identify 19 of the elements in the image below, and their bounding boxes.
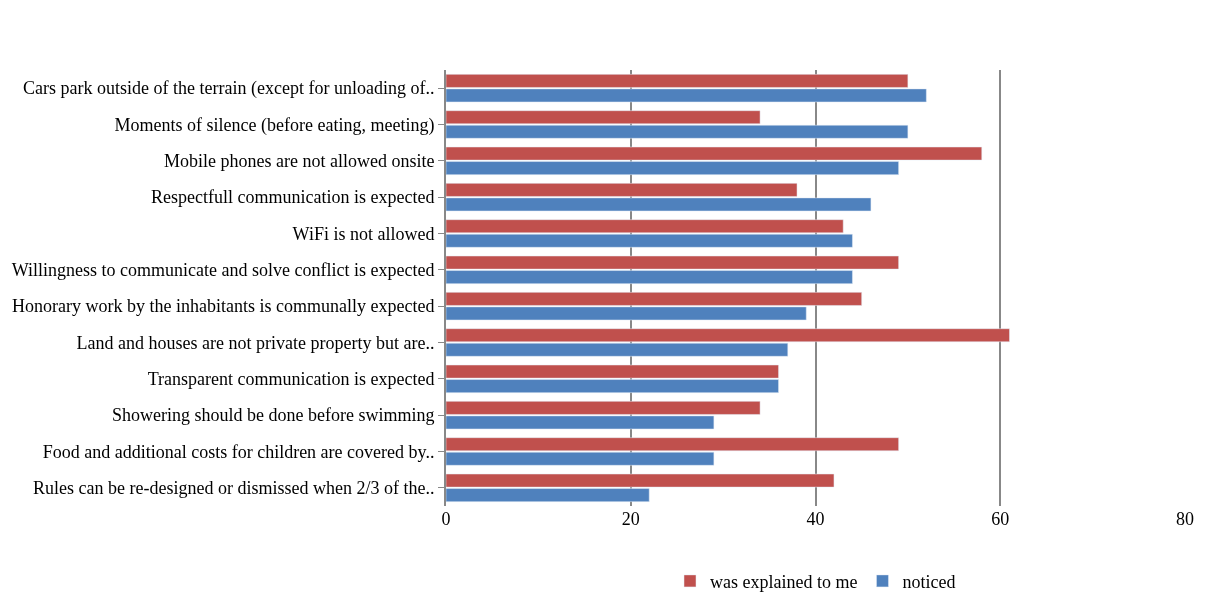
x-tick-label: 20 [621,509,640,529]
legend-label: noticed [902,571,956,592]
y-tick-label: Food and additional costs for children are covered by.. [42,441,435,462]
y-tick-label: Respectfull communication is expected [150,187,435,208]
y-tick-label: Showering should be done before swimming [111,405,435,426]
y-tick-label: Honorary work by the inhabitants is communally expected [11,296,435,317]
y-tick-label: Rules can be re-designed or dismissed when 2/3 of the.. [32,478,435,499]
y-tick-label: WiFi is not allowed [292,223,435,244]
y-tick-label: Willingness to communicate and solve conflict is expected [11,260,435,281]
y-tick-label: Land and houses are not private property but are.. [76,332,435,353]
y-tick-label: Mobile phones are not allowed onsite [163,151,435,172]
y-tick-label: Transparent communication is expected [147,369,435,390]
y-tick-label: Cars park outside of the terrain (except for unloading of.. [23,78,435,100]
x-tick-label: 80 [1176,509,1194,529]
legend-label: was explained to me [710,571,858,592]
x-tick-label: 0 [441,509,451,529]
x-tick-label: 40 [806,509,825,529]
x-tick-label: 60 [991,509,1010,529]
y-tick-label: Moments of silence (before eating, meeting) [114,114,435,136]
